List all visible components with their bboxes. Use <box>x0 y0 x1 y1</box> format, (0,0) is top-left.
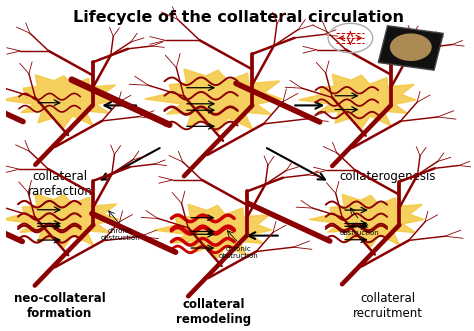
Polygon shape <box>299 74 416 128</box>
Polygon shape <box>155 204 272 258</box>
Polygon shape <box>378 26 443 70</box>
Text: acute
obstruction: acute obstruction <box>340 223 380 236</box>
Text: chronic
obstruction: chronic obstruction <box>219 246 259 259</box>
Text: collateral
recruitment: collateral recruitment <box>353 292 422 320</box>
Text: neo-collateral
formation: neo-collateral formation <box>14 292 106 320</box>
Polygon shape <box>145 69 282 132</box>
Polygon shape <box>2 75 118 127</box>
Text: Lifecycle of the collateral circulation: Lifecycle of the collateral circulation <box>73 11 404 25</box>
Polygon shape <box>310 194 424 247</box>
Polygon shape <box>1 194 118 248</box>
Text: collaterogenesis: collaterogenesis <box>339 170 436 183</box>
Text: chronic
obstruction: chronic obstruction <box>100 228 140 241</box>
Text: collateral
remodeling: collateral remodeling <box>176 299 251 326</box>
Text: collateral
rarefaction: collateral rarefaction <box>27 170 92 198</box>
Ellipse shape <box>390 33 432 61</box>
